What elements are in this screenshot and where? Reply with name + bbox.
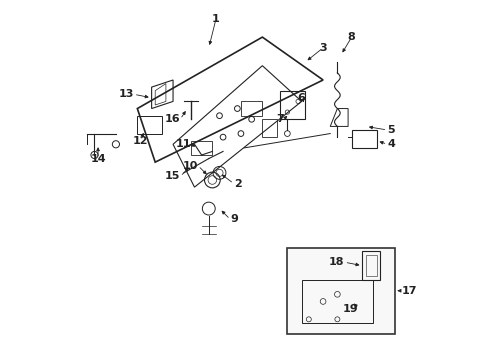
Text: 10: 10 [183,161,198,171]
Text: 12: 12 [133,136,148,146]
Text: 2: 2 [233,179,241,189]
Text: 9: 9 [230,214,238,224]
Bar [190,141,212,155]
Bar [365,255,376,276]
Text: 3: 3 [319,43,326,53]
Text: 19: 19 [343,303,358,314]
Text: 16: 16 [164,114,180,124]
Text: 5: 5 [386,125,394,135]
Text: 11: 11 [175,139,190,149]
Text: 8: 8 [347,32,355,42]
Text: 17: 17 [401,286,416,296]
Text: 13: 13 [118,89,134,99]
Text: 4: 4 [386,139,394,149]
Text: 18: 18 [328,257,344,267]
Text: 14: 14 [90,154,105,163]
Bar [280,91,305,119]
Bar [241,102,262,116]
Text: 1: 1 [212,14,219,24]
Bar [262,119,276,137]
Text: 15: 15 [164,171,180,181]
Bar [351,130,376,148]
Text: 6: 6 [297,93,305,103]
Bar [287,248,394,334]
Text: 7: 7 [276,114,283,124]
Bar [362,251,380,280]
